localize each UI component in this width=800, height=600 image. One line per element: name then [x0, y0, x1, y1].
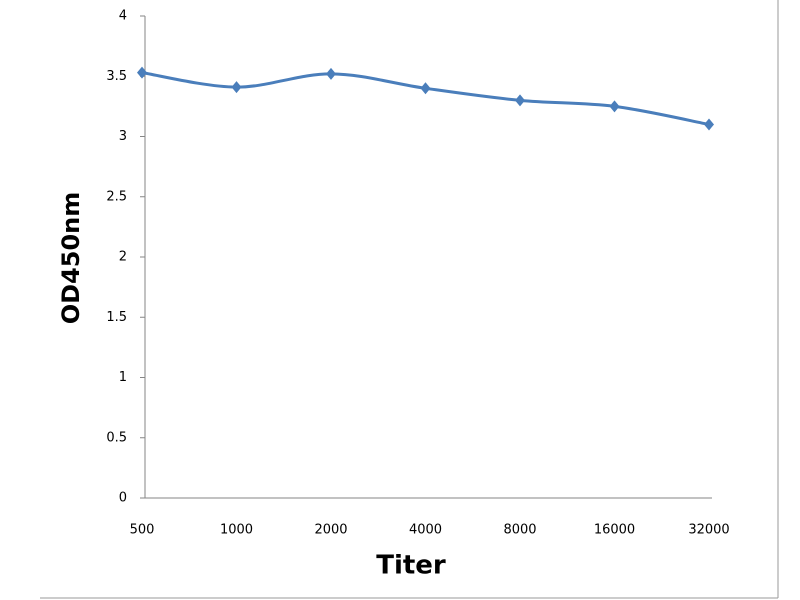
marker [609, 100, 620, 113]
marker [420, 82, 431, 95]
y-tick-label: 0 [119, 491, 127, 506]
x-tick-label: 4000 [409, 523, 442, 538]
data-line [141, 71, 710, 126]
y-tick-label: 4 [119, 9, 127, 24]
x-tick-label: 500 [130, 523, 155, 538]
x-axis-title: Titer [376, 551, 446, 581]
x-tick-label: 32000 [688, 523, 729, 538]
y-tick-label: 3.5 [106, 69, 127, 84]
y-tick-label: 2 [119, 250, 127, 265]
y-tick-label: 1.5 [106, 310, 127, 325]
x-tick-label: 8000 [503, 523, 536, 538]
marker [515, 94, 525, 107]
marker [326, 67, 336, 80]
x-tick-label: 2000 [314, 523, 347, 538]
marker [137, 66, 147, 79]
marker [704, 118, 714, 131]
y-tick-label: 2.5 [106, 189, 127, 204]
y-axis-title: OD450nm [57, 192, 85, 325]
marker [231, 81, 242, 94]
x-tick-label: 16000 [594, 523, 635, 538]
y-tick-label: 1 [119, 370, 127, 385]
y-tick-label: 3 [119, 129, 127, 144]
x-tick-label: 1000 [220, 523, 253, 538]
y-tick-label: 0.5 [106, 430, 127, 445]
